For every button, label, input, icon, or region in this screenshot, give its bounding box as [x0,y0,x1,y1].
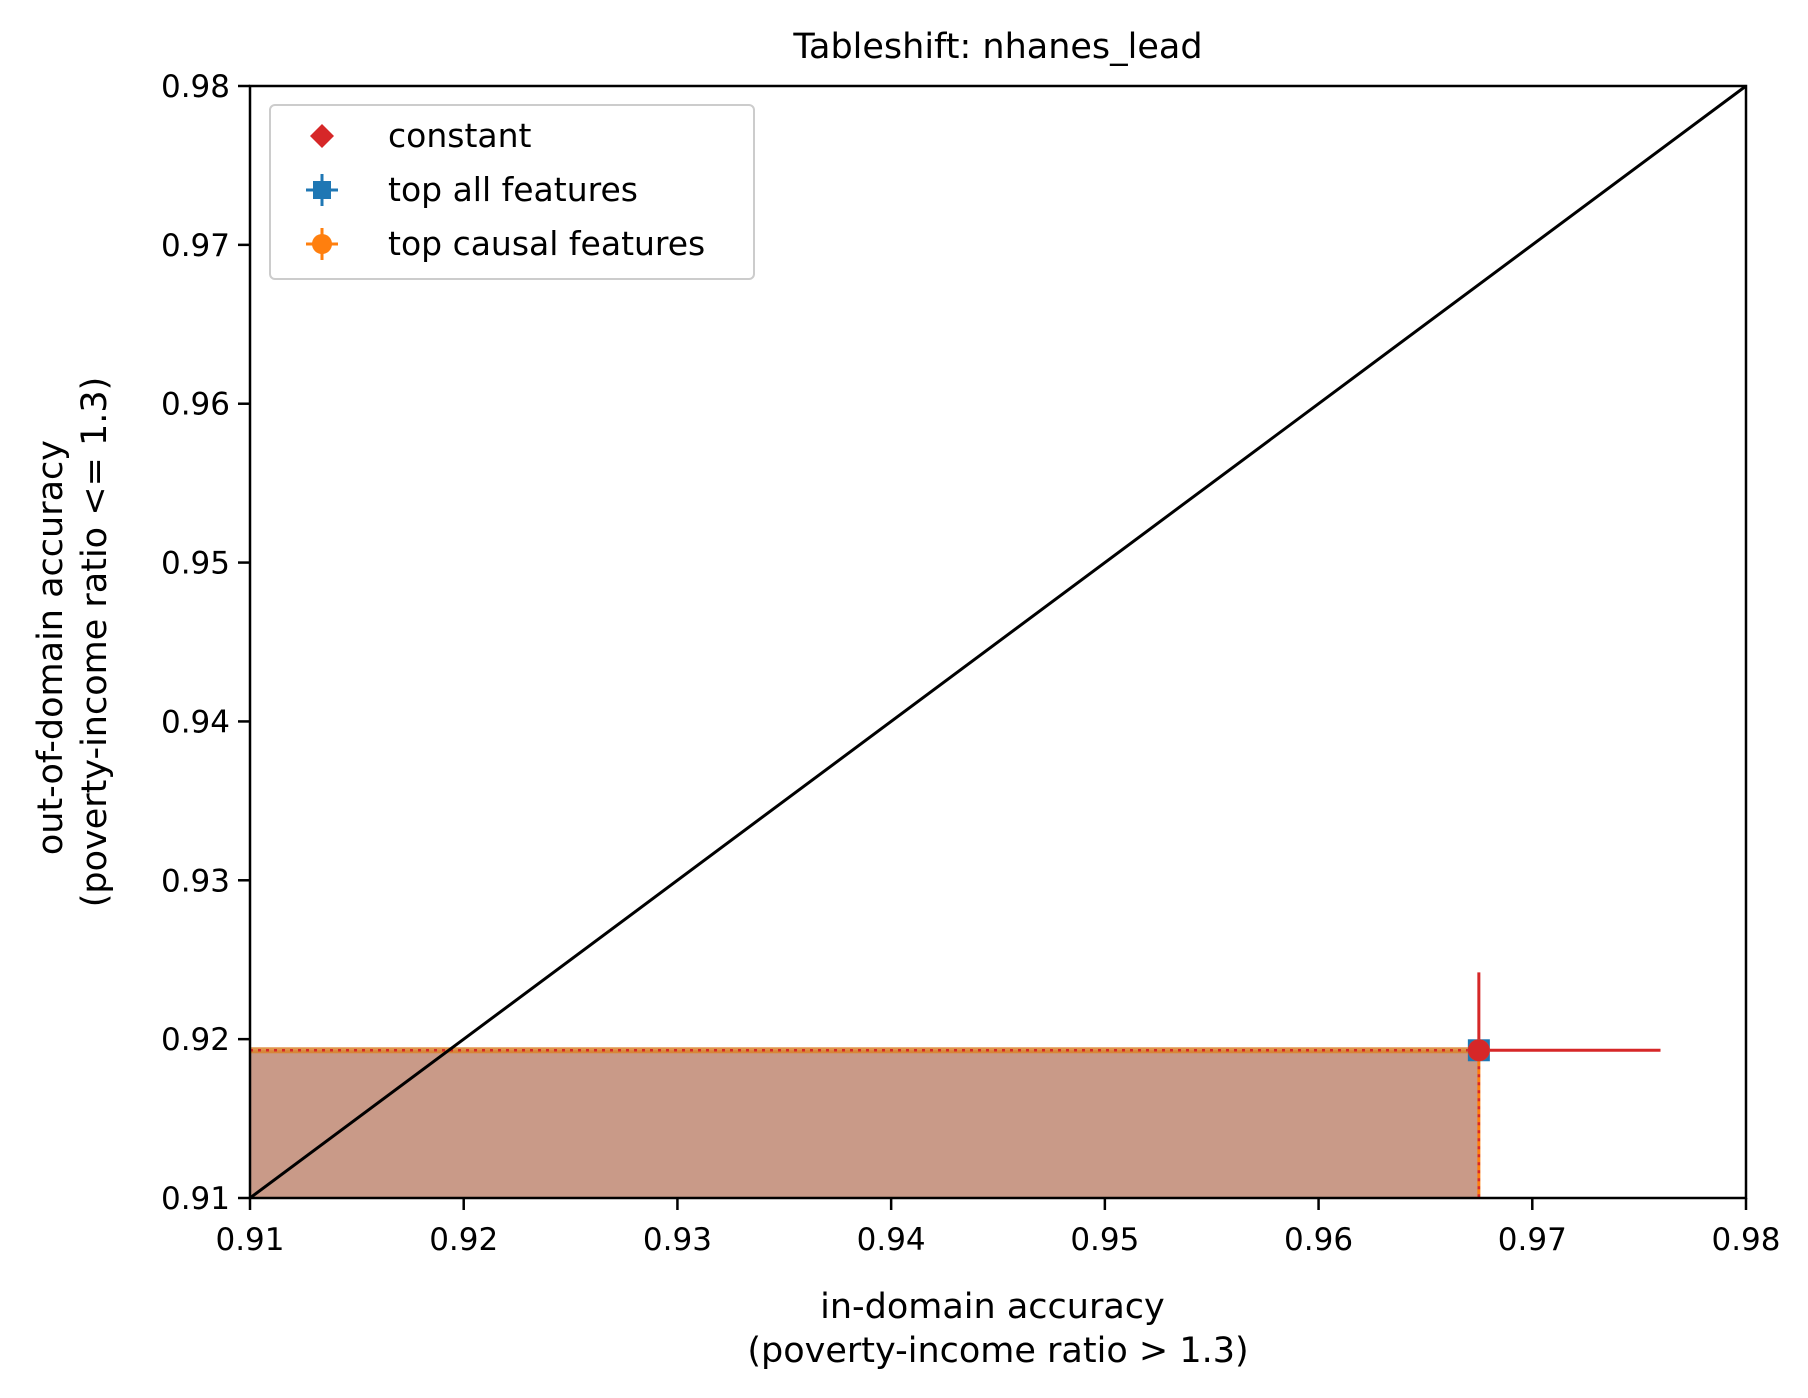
y-axis-label-line-2: (poverty-income ratio <= 1.3) [75,377,115,908]
shaded-region [250,1050,1479,1198]
x-tick-label: 0.91 [215,1222,284,1258]
legend-item-constant: constant [310,116,532,155]
square-marker-icon [313,181,331,199]
legend-label-constant: constant [388,116,532,155]
legend-item-top-causal-features: top causal features [306,224,705,263]
x-tick-label: 0.93 [643,1222,712,1258]
circle-marker-icon [312,234,332,254]
y-tick-label: 0.97 [161,228,230,264]
diagonal-line [249,84,1747,1200]
point-constant [1467,1039,1490,1062]
plot-frame [248,84,1748,1200]
y-tick-label: 0.98 [161,69,230,105]
x-axis-label-line-1: in-domain accuracy [820,1287,1165,1327]
y-tick-label: 0.95 [161,546,230,582]
x-tick-label: 0.97 [1498,1222,1567,1258]
x-axis-label-line-2: (poverty-income ratio > 1.3) [747,1331,1248,1371]
y-axis-label-line-1: out-of-domain accuracy [31,440,71,855]
legend-label-top-causal-features: top causal features [388,224,705,263]
x-tick-label: 0.92 [429,1222,498,1258]
y-tick-label: 0.96 [161,387,230,423]
diamond-marker-icon [310,124,334,148]
chart-title: Tableshift: nhanes_lead [792,27,1202,67]
y-axis-label: out-of-domain accuracy (poverty-income r… [31,377,115,908]
x-tick-label: 0.95 [1070,1222,1139,1258]
y-tick-label: 0.92 [161,1022,230,1058]
x-tick-label: 0.96 [1284,1222,1353,1258]
chart-marks [249,84,1747,1200]
x-tick-label: 0.98 [1711,1222,1780,1258]
y-tick-label: 0.93 [161,863,230,899]
x-axis-label: in-domain accuracy (poverty-income ratio… [747,1287,1248,1371]
legend: constant top all features top causal fea… [269,104,755,280]
y-tick-label: 0.94 [161,704,230,740]
legend-frame [269,104,755,280]
legend-item-top-all-features: top all features [306,170,638,209]
shaded-region-top-edge [250,1047,1479,1054]
axis-ticks: 0.91 0.92 0.93 0.94 0.95 0.96 0.97 0.98 0.91 0.92… [161,69,1781,1258]
legend-label-top-all-features: top all features [388,170,638,209]
x-tick-label: 0.94 [857,1222,926,1258]
y-tick-label: 0.91 [161,1181,230,1217]
